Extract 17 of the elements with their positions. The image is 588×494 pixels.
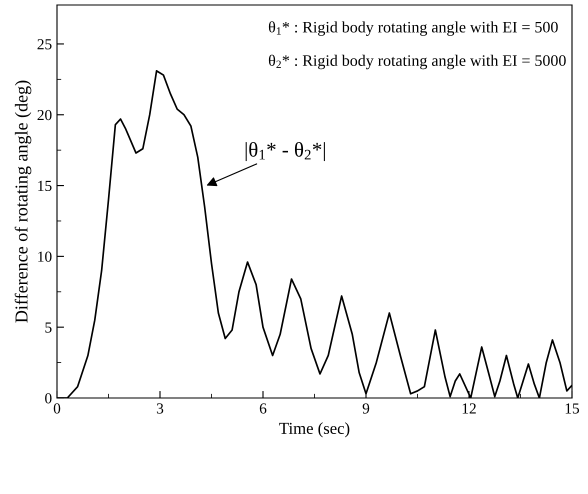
x-axis-title: Time (sec) <box>279 422 350 438</box>
x-tick-label: 3 <box>156 403 164 414</box>
y-tick-label: 0 <box>45 393 52 404</box>
y-tick-label: 15 <box>38 180 52 192</box>
x-tick-label: 9 <box>362 403 370 414</box>
annotation: |θ$_{1}$* - θ$_{2}$*| <box>246 142 325 162</box>
annotation: θ$_{1}$* : Rigid body rotating angle with EI = 500 <box>268 21 558 36</box>
y-tick-label: 20 <box>38 110 52 120</box>
x-tick-label: 6 <box>260 403 266 414</box>
annotation: θ$_{2}$* : Rigid body rotating angle with EI = 5000 <box>268 54 566 70</box>
y-tick-label: 10 <box>38 252 52 262</box>
x-tick-label: 15 <box>566 403 580 414</box>
y-axis-title: Difference of rotating angle (deg) <box>14 80 32 323</box>
x-tick-label: 0 <box>54 403 60 414</box>
y-tick-label: 25 <box>38 39 52 50</box>
x-tick-label: 12 <box>462 403 476 414</box>
y-tick-label: 5 <box>45 322 52 333</box>
